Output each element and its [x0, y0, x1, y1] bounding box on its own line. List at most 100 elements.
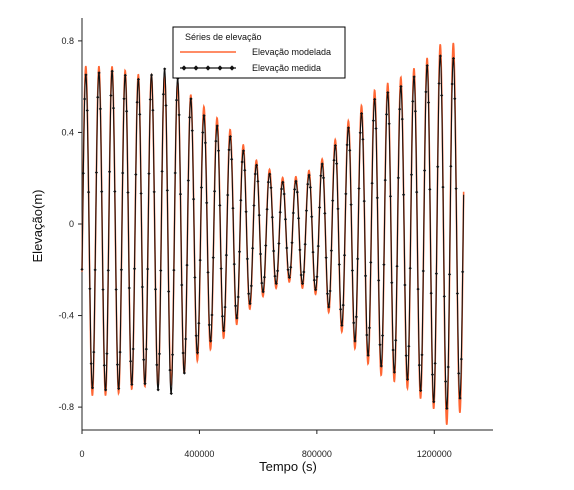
measured-point [438, 54, 442, 58]
measured-point [155, 363, 159, 367]
measured-point [189, 97, 193, 101]
measured-point [93, 268, 97, 272]
measured-point [298, 248, 302, 252]
measured-point [102, 363, 106, 367]
legend-marker [229, 65, 235, 71]
measured-point [248, 302, 252, 306]
measured-point [151, 108, 155, 112]
measured-point [235, 316, 239, 320]
measured-point [227, 148, 231, 152]
measured-point [161, 92, 165, 96]
measured-point [244, 210, 248, 214]
measured-point [130, 382, 134, 386]
measured-point [86, 190, 91, 194]
measured-point [383, 178, 387, 182]
measured-point [260, 281, 264, 285]
measured-point [273, 274, 277, 278]
measured-point [304, 209, 309, 213]
measured-point [283, 217, 288, 221]
measured-point [223, 305, 227, 309]
measured-point [172, 268, 176, 272]
measured-point [106, 268, 110, 272]
measured-point [303, 242, 307, 246]
measured-point [142, 358, 146, 362]
measured-point [409, 173, 414, 177]
measured-point [327, 305, 331, 309]
measured-point [324, 256, 328, 260]
measured-point [81, 171, 85, 175]
y-tick-label: 0.4 [61, 127, 74, 137]
measured-point [458, 396, 462, 400]
measured-point [358, 131, 362, 135]
measured-point [220, 314, 225, 318]
measured-point [289, 265, 293, 269]
measured-point [278, 210, 282, 214]
measured-point [380, 333, 385, 338]
measured-point [348, 148, 352, 152]
measured-point [265, 207, 269, 211]
measured-point [396, 176, 400, 180]
measured-point [325, 292, 330, 296]
measured-point [165, 188, 169, 193]
measured-point [282, 192, 286, 196]
measured-point [394, 338, 398, 342]
measured-point [375, 196, 379, 200]
measured-point [279, 187, 284, 191]
measured-point [387, 122, 391, 126]
measured-point [194, 334, 198, 338]
measured-point [442, 294, 446, 299]
measured-point [430, 373, 435, 377]
measured-point [264, 243, 268, 248]
measured-point [331, 199, 335, 203]
measured-point [157, 352, 162, 356]
measured-point [390, 281, 394, 285]
measured-point [117, 386, 121, 391]
measured-point [361, 137, 365, 141]
measured-point [230, 157, 234, 161]
measured-point [296, 216, 301, 220]
measured-point [164, 103, 168, 108]
measured-point [159, 268, 163, 273]
measured-point [174, 98, 179, 102]
measured-point [312, 278, 316, 282]
measured-point [307, 173, 311, 177]
measured-point [359, 112, 364, 116]
measured-point [341, 303, 345, 307]
measured-point [257, 213, 261, 217]
measured-point [188, 115, 192, 119]
measured-point [236, 295, 240, 299]
measured-point [443, 379, 448, 384]
measured-point [140, 285, 144, 289]
measured-point [436, 165, 440, 169]
measured-point [404, 353, 408, 358]
measured-point [459, 357, 463, 361]
measured-point [241, 149, 246, 153]
measured-point [336, 207, 340, 211]
measured-point [218, 203, 222, 207]
measured-point [457, 371, 461, 375]
measured-point [401, 193, 406, 197]
legend-marker [205, 65, 211, 71]
measured-point [219, 266, 223, 271]
measured-point [413, 109, 418, 113]
measured-point [338, 307, 343, 311]
measured-point [311, 250, 315, 254]
measured-point [231, 206, 235, 210]
measured-point [191, 197, 196, 201]
measured-point [123, 73, 127, 77]
legend-marker [217, 65, 223, 71]
measured-point [237, 250, 242, 254]
measured-point [138, 112, 142, 116]
series-line-measured [81, 55, 465, 409]
measured-point [262, 275, 267, 279]
measured-point [357, 186, 361, 191]
measured-point [294, 179, 298, 183]
measured-point [356, 257, 360, 261]
measured-point [239, 198, 243, 202]
measured-point [94, 170, 99, 175]
x-tick-label: 0 [79, 449, 84, 459]
measured-point [144, 347, 148, 351]
y-tick-label: -0.4 [58, 311, 74, 321]
measured-point [295, 190, 299, 194]
